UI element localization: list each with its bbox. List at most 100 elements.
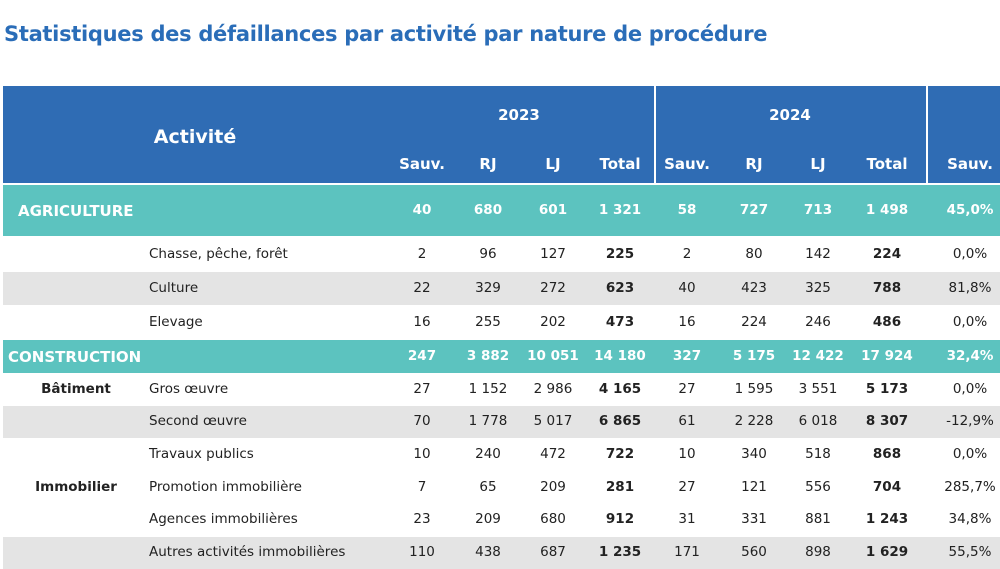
cell-value: 1 235	[598, 544, 642, 560]
cell-value: 1 778	[468, 413, 508, 429]
row-label: Promotion immobilière	[149, 479, 302, 495]
category-label: CONSTRUCTION	[8, 347, 142, 366]
cell-value: 12 422	[792, 347, 844, 364]
cell-value: 224	[872, 245, 902, 262]
cell-value: 285,7%	[944, 479, 996, 495]
cell-value: 272	[540, 279, 566, 296]
cell-value: 61	[678, 413, 696, 429]
cell-value: 209	[540, 479, 566, 495]
cell-value: 121	[741, 479, 767, 495]
category-row	[3, 185, 1000, 236]
cell-value: 868	[872, 446, 902, 462]
cell-value: 14 180	[594, 347, 646, 364]
cell-value: 22	[413, 279, 431, 296]
cell-value: 473	[605, 313, 635, 330]
cell-value: 340	[741, 446, 767, 462]
cell-value: 0,0%	[952, 381, 988, 397]
cell-value: 1 321	[598, 201, 642, 218]
cell-value: 96	[479, 245, 497, 262]
cell-value: 2	[417, 245, 427, 262]
cell-value: 110	[409, 544, 435, 560]
row	[3, 472, 1000, 504]
cell-value: 0,0%	[952, 313, 988, 330]
category-label: AGRICULTURE	[18, 201, 134, 220]
cell-value: 0,0%	[952, 446, 988, 462]
cell-value: 704	[872, 479, 902, 495]
cell-value: 727	[739, 201, 769, 218]
cell-value: 601	[538, 201, 568, 218]
cell-value: 27	[678, 479, 696, 495]
column-header: LJ	[545, 155, 561, 173]
cell-value: 4 165	[598, 381, 642, 397]
cell-value: 10	[678, 446, 696, 462]
cell-value: 81,8%	[948, 279, 992, 296]
cell-value: 202	[540, 313, 566, 330]
cell-value: 281	[605, 479, 635, 495]
table-header	[3, 86, 1000, 183]
cell-value: 209	[475, 511, 501, 527]
cell-value: 171	[674, 544, 700, 560]
cell-value: 560	[741, 544, 767, 560]
category-row	[3, 340, 1000, 373]
cell-value: 142	[805, 245, 831, 262]
row-label: Second œuvre	[149, 413, 247, 429]
cell-value: 5 017	[533, 413, 573, 429]
cell-value: 687	[540, 544, 566, 560]
cell-value: -12,9%	[946, 413, 994, 429]
cell-value: 1 595	[734, 381, 774, 397]
title: Statistiques des défaillances par activi…	[4, 22, 768, 46]
cell-value: 2 228	[734, 413, 774, 429]
activity-header: Activité	[153, 126, 237, 148]
year-header: 2023	[498, 106, 540, 124]
cell-value: 325	[805, 279, 831, 296]
cell-value: 623	[605, 279, 635, 296]
column-header: LJ	[810, 155, 826, 173]
row-label: Agences immobilières	[149, 511, 298, 527]
column-header: Sauv.	[399, 155, 445, 173]
cell-value: 10 051	[527, 347, 579, 364]
cell-value: 17 924	[861, 347, 913, 364]
cell-value: 898	[805, 544, 831, 560]
cell-value: 423	[741, 279, 767, 296]
cell-value: 556	[805, 479, 831, 495]
cell-value: 31	[678, 511, 696, 527]
row-label: Autres activités immobilières	[149, 544, 346, 560]
cell-value: 1 152	[468, 381, 508, 397]
cell-value: 40	[678, 279, 696, 296]
group-label: Immobilier	[35, 479, 117, 495]
cell-value: 225	[605, 245, 635, 262]
cell-value: 246	[805, 313, 831, 330]
cell-value: 65	[479, 479, 497, 495]
column-header: Sauv.	[947, 155, 993, 173]
cell-value: 7	[417, 479, 427, 495]
cell-value: 912	[605, 511, 635, 527]
row-label: Chasse, pêche, forêt	[149, 245, 288, 262]
cell-value: 0,0%	[952, 245, 988, 262]
row	[3, 504, 1000, 536]
year-header: 2024	[769, 106, 811, 124]
row	[3, 238, 1000, 271]
cell-value: 10	[413, 446, 431, 462]
cell-value: 331	[741, 511, 767, 527]
cell-value: 27	[678, 381, 696, 397]
cell-value: 45,0%	[946, 201, 994, 218]
cell-value: 2 986	[533, 381, 573, 397]
cell-value: 680	[540, 511, 566, 527]
cell-value: 55,5%	[948, 544, 992, 560]
cell-value: 3 882	[466, 347, 510, 364]
separator	[654, 86, 656, 183]
cell-value: 881	[805, 511, 831, 527]
row	[3, 374, 1000, 406]
cell-value: 224	[741, 313, 767, 330]
cell-value: 5 173	[865, 381, 909, 397]
cell-value: 3 551	[798, 381, 838, 397]
row	[3, 272, 1000, 305]
cell-value: 5 175	[732, 347, 776, 364]
cell-value: 518	[805, 446, 831, 462]
cell-value: 27	[413, 381, 431, 397]
cell-value: 16	[413, 313, 431, 330]
cell-value: 1 243	[865, 511, 909, 527]
cell-value: 2	[682, 245, 692, 262]
cell-value: 327	[672, 347, 702, 364]
